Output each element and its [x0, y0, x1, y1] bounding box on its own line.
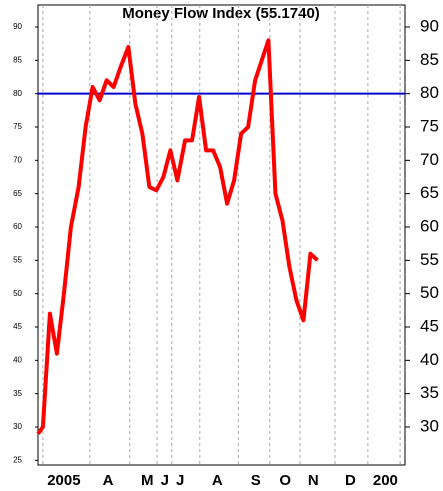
plot-frame: [37, 4, 406, 466]
y-tick-label: 80: [13, 89, 22, 98]
x-tick-label: J: [161, 472, 169, 489]
x-tick-label: N: [308, 472, 319, 489]
y2-tick-label: 50: [420, 283, 439, 302]
y2-tick-label: 30: [420, 416, 439, 435]
x-tick-label: J: [176, 472, 184, 489]
y-tick-label: 35: [13, 389, 22, 398]
x-tick-label: O: [279, 472, 291, 489]
y-tick-label: 25: [13, 455, 22, 464]
x-tick-label: M: [141, 472, 154, 489]
y-tick-label: 45: [13, 322, 22, 331]
y-tick-label: 40: [13, 355, 22, 364]
x-tick-label: 200: [373, 472, 398, 489]
x-tick-label: A: [212, 472, 223, 489]
y-tick-label: 60: [13, 222, 22, 231]
y2-tick-label: 55: [420, 250, 439, 269]
y-tick-label: 55: [13, 255, 22, 264]
x-tick-label: D: [345, 472, 356, 489]
y2-tick-label: 65: [420, 183, 439, 202]
y-tick-label: 85: [13, 55, 22, 64]
y2-tick-label: 35: [420, 383, 439, 402]
y2-tick-label: 60: [420, 216, 439, 235]
y2-tick-label: 40: [420, 350, 439, 369]
y2-tick-label: 80: [420, 83, 439, 102]
x-tick-label: S: [251, 472, 261, 489]
y-tick-label: 70: [13, 155, 22, 164]
x-tick-label: A: [103, 472, 114, 489]
y-tick-label: 75: [13, 122, 22, 131]
y-tick-label: 30: [13, 422, 22, 431]
y-tick-label: 65: [13, 189, 22, 198]
y-tick-label: 90: [13, 22, 22, 31]
series-line: [36, 38, 319, 435]
y2-tick-label: 70: [420, 150, 439, 169]
x-tick-label: 2005: [47, 472, 80, 489]
y2-tick-label: 45: [420, 316, 439, 335]
y2-tick-label: 75: [420, 116, 439, 135]
y2-tick-label: 85: [420, 50, 439, 69]
y-tick-label: 50: [13, 289, 22, 298]
chart-title: Money Flow Index (55.1740): [122, 5, 320, 22]
y2-tick-label: 90: [420, 16, 439, 35]
